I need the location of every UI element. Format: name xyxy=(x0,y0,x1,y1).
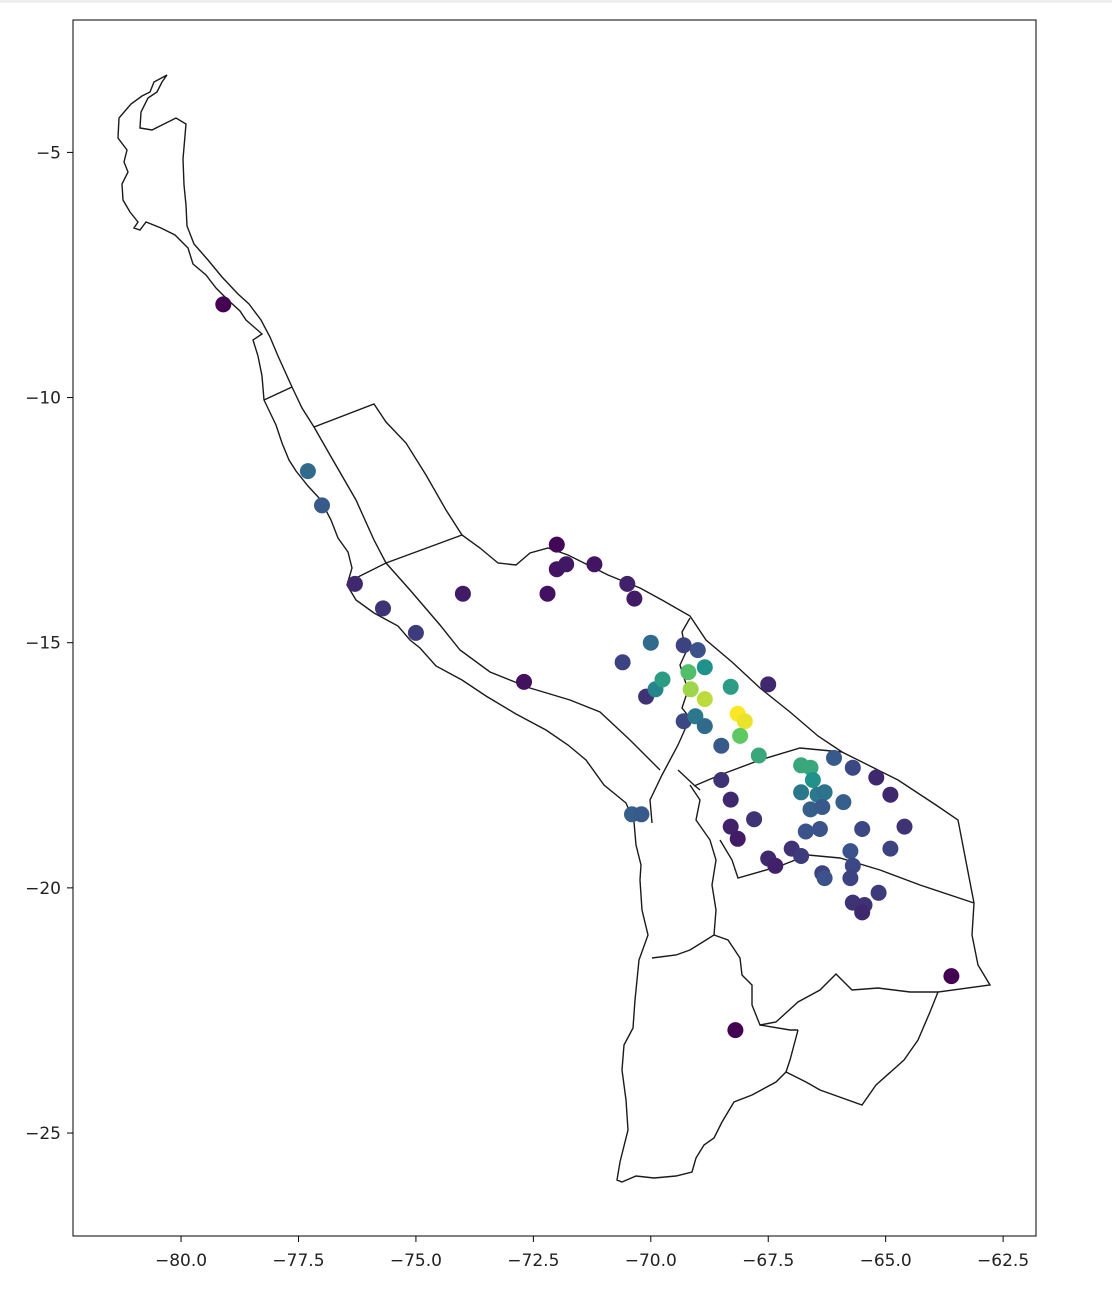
scatter-point xyxy=(675,637,692,654)
scatter-point xyxy=(558,556,575,573)
y-tick-label: −25 xyxy=(25,1124,61,1144)
scatter-point xyxy=(696,691,713,708)
scatter-point xyxy=(732,727,749,744)
scatter-point xyxy=(835,794,852,811)
y-tick-label: −5 xyxy=(36,143,61,163)
scatter-point xyxy=(626,590,643,607)
internal-border xyxy=(313,426,387,564)
scatter-point xyxy=(696,718,713,735)
scatter-point xyxy=(746,811,763,828)
scatter-point xyxy=(797,823,814,840)
x-tick-label: −62.5 xyxy=(977,1251,1029,1271)
scatter-point xyxy=(586,556,603,573)
scatter-point xyxy=(689,642,706,659)
scatter-point xyxy=(696,659,713,676)
scatter-point xyxy=(722,791,739,808)
scatter-point xyxy=(793,848,810,864)
scatter-point xyxy=(816,784,833,801)
scatter-point xyxy=(642,634,659,651)
scatter-point xyxy=(548,536,565,553)
scatter-point xyxy=(896,818,913,835)
scatter-points xyxy=(215,296,960,1039)
scatter-point xyxy=(516,673,532,690)
internal-border xyxy=(785,1029,799,1073)
scatter-point xyxy=(842,843,859,860)
scatter-point xyxy=(654,671,671,688)
internal-border xyxy=(759,1024,798,1031)
scatter-point xyxy=(727,1022,744,1039)
scatter-point xyxy=(854,821,871,837)
x-tick-label: −65.0 xyxy=(860,1251,912,1271)
scatter-point xyxy=(722,678,739,695)
top-border xyxy=(0,0,1112,3)
scatter-point xyxy=(619,575,636,592)
scatter-point xyxy=(811,821,828,837)
internal-border xyxy=(651,784,717,959)
scatter-point xyxy=(868,769,885,786)
scatter-point xyxy=(633,806,650,823)
scatter-point xyxy=(844,759,861,776)
scatter-point xyxy=(882,786,899,803)
scatter-point xyxy=(736,713,753,730)
y-tick-label: −15 xyxy=(25,634,61,654)
scatter-point xyxy=(802,759,819,776)
scatter-point xyxy=(943,968,960,985)
y-tick-label: −10 xyxy=(25,389,61,409)
internal-border xyxy=(677,769,701,791)
scatter-point xyxy=(816,870,833,887)
scatter-point xyxy=(299,463,316,480)
scatter-point xyxy=(539,585,556,602)
scatter-point xyxy=(614,654,631,671)
x-tick-label: −75.0 xyxy=(390,1251,442,1271)
scatter-point xyxy=(680,664,697,681)
x-tick-label: −67.5 xyxy=(742,1251,794,1271)
x-tick-label: −70.0 xyxy=(625,1251,677,1271)
internal-border xyxy=(713,934,938,1026)
region-boundaries xyxy=(117,74,992,1183)
x-tick-label: −77.5 xyxy=(272,1251,324,1271)
scatter-point xyxy=(722,818,739,835)
scatter-point xyxy=(882,840,899,857)
scatter-point xyxy=(407,624,424,641)
scatter-point xyxy=(870,884,887,901)
scatter-point xyxy=(760,676,777,693)
internal-border xyxy=(355,534,463,579)
scatter-point xyxy=(750,747,767,764)
x-tick-label: −72.5 xyxy=(507,1251,559,1271)
scatter-point xyxy=(826,749,842,766)
scatter-point xyxy=(346,575,363,592)
scatter-point xyxy=(215,296,232,313)
scatter-point xyxy=(729,830,746,847)
scatter-point xyxy=(793,784,810,801)
scatter-point xyxy=(854,904,871,921)
internal-border xyxy=(263,386,293,401)
scatter-point xyxy=(767,857,784,874)
scatter-point xyxy=(375,600,391,617)
scatter-point xyxy=(682,681,699,698)
scatter-point xyxy=(713,737,730,754)
y-axis: −5 −10 −15 −20 −25 xyxy=(25,143,73,1144)
territory-outline xyxy=(117,74,992,1183)
internal-border xyxy=(385,562,661,771)
scatter-point xyxy=(713,772,730,788)
scatter-point xyxy=(454,585,471,602)
x-axis: −80.0 −77.5 −75.0 −72.5 −70.0 −67.5 −65.0 −62.5 xyxy=(155,1236,1029,1271)
axes-frame xyxy=(72,19,1037,1237)
scatter-point xyxy=(804,772,821,788)
y-tick-label: −20 xyxy=(25,879,61,899)
scatter-point xyxy=(844,857,861,874)
scatter-point xyxy=(814,799,831,815)
scatter-point xyxy=(314,497,330,514)
x-tick-label: −80.0 xyxy=(155,1251,207,1271)
scatter-point xyxy=(842,870,859,887)
